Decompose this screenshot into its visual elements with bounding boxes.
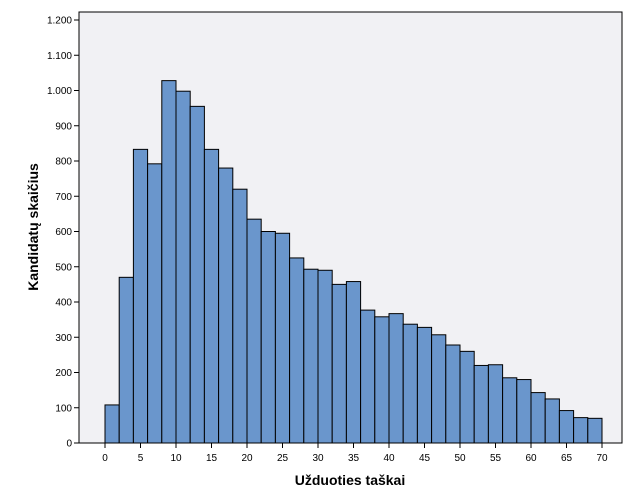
histogram-bar bbox=[175, 90, 191, 444]
histogram-bar bbox=[118, 276, 134, 444]
y-tick-label: 500 bbox=[55, 262, 72, 273]
histogram-bar bbox=[431, 334, 447, 444]
histogram-bar bbox=[246, 218, 262, 444]
histogram-bar bbox=[203, 148, 220, 444]
bars-group bbox=[104, 80, 603, 444]
x-tick-label: 5 bbox=[138, 453, 144, 464]
histogram-bar bbox=[232, 188, 248, 444]
histogram-bar bbox=[260, 231, 276, 444]
x-tick-label: 60 bbox=[525, 453, 537, 464]
x-tick-label: 70 bbox=[596, 453, 608, 464]
y-tick-label: 300 bbox=[55, 333, 72, 344]
histogram-bar bbox=[274, 232, 291, 444]
y-tick-label: 600 bbox=[55, 227, 72, 238]
histogram-bar bbox=[374, 316, 390, 444]
histogram-bar bbox=[317, 269, 333, 444]
histogram-bar bbox=[104, 404, 120, 444]
y-tick-label: 200 bbox=[55, 368, 72, 379]
y-tick-label: 1.200 bbox=[47, 16, 72, 27]
histogram-bar bbox=[487, 364, 504, 444]
histogram-bar bbox=[345, 281, 362, 444]
histogram-bar bbox=[459, 350, 475, 444]
histogram-bar bbox=[544, 398, 560, 444]
histogram-bar bbox=[189, 105, 205, 444]
histogram-bar bbox=[445, 344, 461, 444]
x-tick-label: 20 bbox=[241, 453, 253, 464]
y-tick-label: 800 bbox=[55, 157, 72, 168]
x-tick-label: 50 bbox=[454, 453, 466, 464]
y-axis: 0 100 200 300 400 500 600 700 800 900 1.000 1.100 1.… bbox=[47, 16, 79, 450]
histogram-bar bbox=[303, 268, 319, 444]
histogram-bar bbox=[132, 148, 149, 444]
histogram-bar bbox=[530, 392, 546, 444]
histogram-bar bbox=[289, 257, 305, 444]
histogram-bar bbox=[388, 313, 404, 444]
x-tick-label: 15 bbox=[206, 453, 218, 464]
histogram-bar bbox=[516, 379, 532, 444]
x-tick-label: 65 bbox=[561, 453, 573, 464]
x-tick-label: 35 bbox=[348, 453, 360, 464]
y-tick-label: 700 bbox=[55, 192, 72, 203]
histogram-bar bbox=[502, 377, 518, 444]
y-axis-title: Kandidatų skaičius bbox=[25, 163, 41, 291]
histogram-bar bbox=[473, 364, 489, 444]
histogram-bar bbox=[161, 80, 177, 444]
histogram-bar bbox=[416, 326, 433, 444]
x-tick-label: 30 bbox=[312, 453, 324, 464]
x-tick-label: 10 bbox=[170, 453, 182, 464]
histogram-bar bbox=[573, 417, 589, 444]
histogram-bar bbox=[218, 167, 234, 444]
y-tick-label: 100 bbox=[55, 403, 72, 414]
histogram-bar bbox=[558, 410, 575, 444]
x-tick-label: 40 bbox=[383, 453, 395, 464]
x-axis: 0 5 10 15 20 25 30 35 40 45 50 55 60 65 70 bbox=[102, 443, 608, 464]
y-tick-label: 0 bbox=[66, 439, 72, 450]
y-tick-label: 400 bbox=[55, 298, 72, 309]
histogram-bar bbox=[360, 309, 376, 444]
x-tick-label: 25 bbox=[277, 453, 289, 464]
histogram-bar bbox=[402, 323, 418, 444]
y-tick-label: 1.000 bbox=[47, 86, 72, 97]
histogram-bar bbox=[147, 163, 163, 444]
x-tick-label: 45 bbox=[419, 453, 431, 464]
histogram-bar bbox=[331, 283, 347, 444]
y-tick-label: 1.100 bbox=[47, 51, 72, 62]
y-tick-label: 900 bbox=[55, 121, 72, 132]
x-tick-label: 55 bbox=[490, 453, 502, 464]
histogram-bar bbox=[587, 417, 603, 444]
x-axis-title: Užduoties taškai bbox=[295, 472, 405, 488]
x-tick-label: 0 bbox=[102, 453, 108, 464]
